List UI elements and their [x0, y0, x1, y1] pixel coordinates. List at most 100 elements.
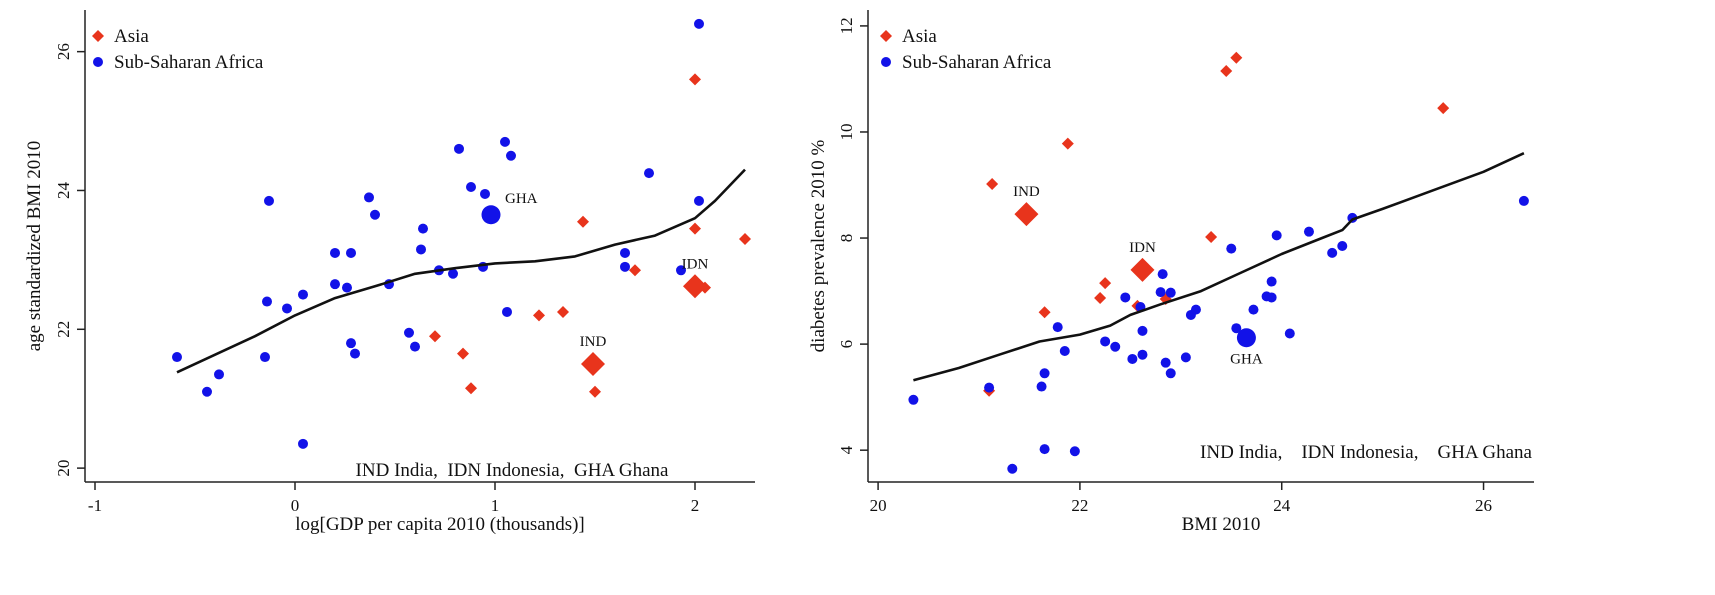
data-point-circle [908, 394, 919, 405]
data-point-circle [214, 369, 224, 380]
data-point-circle [298, 289, 308, 300]
y-tick-label: 24 [54, 181, 73, 199]
data-point-circle [260, 352, 270, 363]
data-point-circle [1137, 325, 1148, 336]
data-point-circle [1155, 287, 1166, 298]
data-point-circle [1036, 381, 1047, 392]
data-point-diamond [1220, 64, 1233, 77]
data-point-circle [1226, 243, 1237, 254]
chart-panel-2: 20 22 24 26 4 6 8 10 12 BMI 2010 diabetes prevalen… [808, 10, 1534, 535]
fit-line [176, 168, 746, 374]
footnote: IND India, IDN Indonesia, GHA Ghana [1200, 442, 1532, 463]
data-point-circle [1127, 353, 1138, 364]
series-asia [983, 51, 1450, 397]
data-point-circle [1185, 309, 1196, 320]
y-tick-label: 10 [837, 123, 856, 140]
series-sub-saharan-africa [172, 18, 704, 449]
data-point-circle [404, 327, 414, 338]
data-point-circle [1007, 463, 1018, 474]
data-point-diamond [1061, 137, 1074, 150]
data-point-circle [330, 279, 340, 290]
data-point-circle [370, 209, 380, 220]
data-point-diamond [533, 309, 545, 322]
data-point-circle [466, 182, 476, 192]
data-point-circle [694, 195, 704, 206]
data-point-diamond [629, 264, 641, 277]
data-point-circle [454, 143, 464, 154]
highlight-marker-gha [1236, 328, 1256, 348]
data-point-circle [1266, 276, 1277, 287]
highlight-label-gha: GHA [505, 191, 538, 207]
data-point-diamond [557, 305, 569, 318]
data-point-circle [984, 382, 995, 393]
y-tick-label: 20 [54, 460, 73, 477]
legend-label: Sub-Saharan Africa [114, 52, 264, 73]
data-point-diamond [457, 347, 469, 360]
x-tick-label: 0 [291, 496, 300, 515]
highlight-marker-idn [1130, 257, 1155, 282]
data-point-circle [1069, 446, 1080, 457]
legend-marker-africa [881, 57, 891, 67]
x-tick-label: 1 [491, 496, 500, 515]
data-point-circle [298, 438, 308, 449]
data-point-diamond [1099, 277, 1112, 290]
highlight-label-idn: IDN [682, 256, 709, 272]
data-point-diamond [689, 73, 701, 86]
y-axis-label: diabetes prevalence 2010 % [808, 140, 829, 353]
series-asia [429, 73, 751, 398]
legend-marker-asia [92, 30, 104, 42]
y-tick-label: 26 [54, 43, 73, 60]
data-point-circle [480, 188, 490, 199]
x-axis-label: log[GDP per capita 2010 (thousands)] [295, 514, 585, 535]
y-axis-label: age standardized BMI 2010 [24, 141, 45, 352]
y-tick-label: 6 [837, 340, 856, 349]
data-point-circle [346, 338, 356, 349]
data-point-diamond [739, 233, 751, 246]
data-point-circle [418, 223, 428, 234]
y-tick-label: 22 [54, 321, 73, 338]
data-point-circle [1284, 328, 1295, 339]
x-tick-label: 22 [1071, 496, 1088, 515]
x-tick-label: -1 [88, 496, 102, 515]
data-point-circle [1052, 322, 1063, 333]
data-point-circle [1327, 247, 1338, 258]
data-point-circle [364, 192, 374, 203]
data-point-circle [1157, 269, 1168, 280]
data-point-diamond [465, 382, 477, 395]
data-point-diamond [1205, 230, 1218, 243]
x-tick-label: 20 [870, 496, 887, 515]
x-axis-label: BMI 2010 [1182, 514, 1261, 535]
data-point-circle [410, 341, 420, 352]
chart-panel-1: -1 0 1 2 20 22 24 26 log[GDP per capita 2010 (th… [24, 10, 755, 535]
data-point-circle [506, 150, 516, 161]
highlight-label-ind: IND [1013, 184, 1040, 200]
data-point-diamond [577, 215, 589, 228]
x-tick-label: 2 [691, 496, 700, 515]
data-point-circle [416, 244, 426, 255]
data-point-circle [202, 386, 212, 397]
highlight-marker-ind [581, 352, 605, 376]
data-point-circle [282, 303, 292, 314]
highlight-marker-ind [1014, 202, 1039, 227]
fit-line [913, 152, 1525, 382]
data-point-circle [1518, 195, 1529, 206]
x-tick-label: 26 [1475, 496, 1492, 515]
data-point-circle [1266, 292, 1277, 303]
data-point-diamond [986, 177, 999, 190]
data-point-circle [262, 296, 272, 307]
data-point-circle [694, 18, 704, 29]
footnote: IND India, IDN Indonesia, GHA Ghana [356, 460, 669, 481]
data-point-circle [1059, 346, 1070, 357]
data-point-circle [1120, 292, 1131, 303]
data-point-circle [676, 265, 686, 276]
legend-marker-africa [93, 57, 103, 67]
data-point-circle [350, 348, 360, 359]
y-tick-label: 12 [837, 17, 856, 34]
y-tick-label: 8 [837, 234, 856, 243]
data-point-circle [1303, 226, 1314, 237]
data-point-diamond [1094, 291, 1107, 304]
data-point-circle [448, 268, 458, 279]
series-sub-saharan-africa [908, 195, 1529, 474]
data-point-circle [500, 136, 510, 147]
data-point-circle [172, 352, 182, 363]
